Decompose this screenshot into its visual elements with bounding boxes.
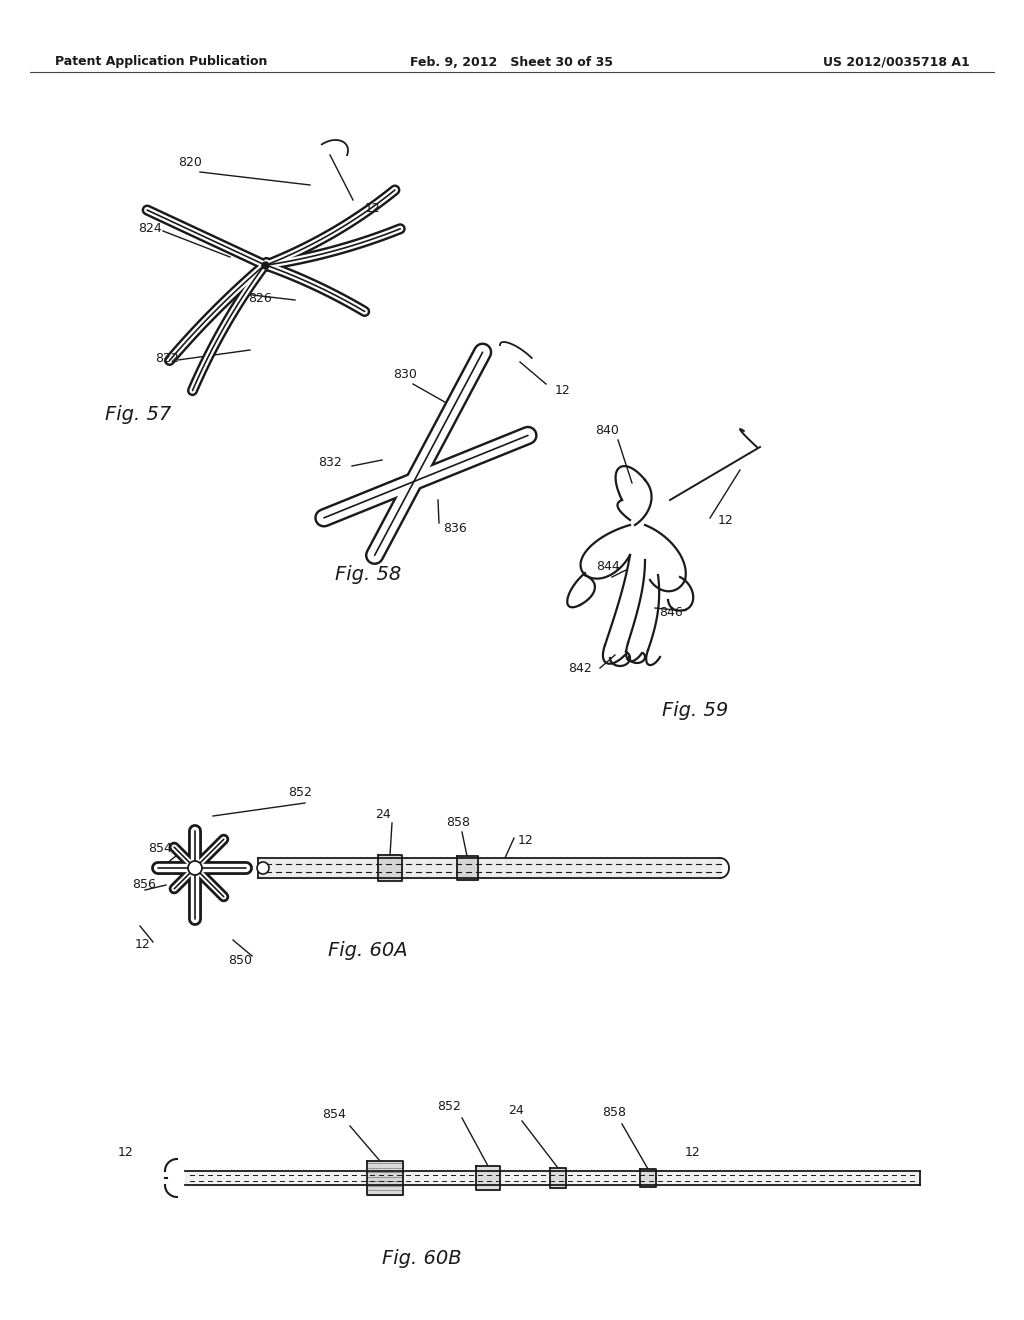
Text: 836: 836: [443, 521, 467, 535]
Text: 12: 12: [365, 202, 381, 214]
Text: 826: 826: [248, 292, 271, 305]
Text: 852: 852: [437, 1101, 461, 1114]
Text: 854: 854: [148, 842, 172, 854]
Text: 822: 822: [155, 351, 179, 364]
Text: 832: 832: [318, 457, 342, 470]
Text: 830: 830: [393, 368, 417, 381]
Text: 12: 12: [518, 833, 534, 846]
Text: Patent Application Publication: Patent Application Publication: [55, 55, 267, 69]
Text: 12: 12: [118, 1146, 134, 1159]
Text: 24: 24: [508, 1104, 523, 1117]
Text: Fig. 58: Fig. 58: [335, 565, 401, 585]
Text: Feb. 9, 2012   Sheet 30 of 35: Feb. 9, 2012 Sheet 30 of 35: [411, 55, 613, 69]
Text: 820: 820: [178, 157, 202, 169]
Text: US 2012/0035718 A1: US 2012/0035718 A1: [823, 55, 970, 69]
Text: 850: 850: [228, 953, 252, 966]
Text: 844: 844: [596, 561, 620, 573]
Text: 846: 846: [659, 606, 683, 619]
Circle shape: [188, 861, 202, 875]
Circle shape: [257, 862, 269, 874]
Text: 824: 824: [138, 222, 162, 235]
Text: Fig. 60B: Fig. 60B: [382, 1249, 462, 1267]
Text: Fig. 59: Fig. 59: [662, 701, 728, 719]
Text: Fig. 57: Fig. 57: [105, 405, 171, 425]
Text: 12: 12: [718, 513, 734, 527]
Text: 858: 858: [446, 816, 470, 829]
Text: 12: 12: [135, 939, 151, 952]
Text: 852: 852: [288, 787, 312, 800]
Text: 858: 858: [602, 1106, 626, 1119]
Text: 12: 12: [685, 1146, 700, 1159]
Text: 840: 840: [595, 424, 618, 437]
Text: 12: 12: [555, 384, 570, 396]
Text: 842: 842: [568, 661, 592, 675]
Text: 24: 24: [375, 808, 391, 821]
Text: 854: 854: [322, 1109, 346, 1122]
Text: Fig. 60A: Fig. 60A: [328, 940, 408, 960]
Text: 856: 856: [132, 879, 156, 891]
